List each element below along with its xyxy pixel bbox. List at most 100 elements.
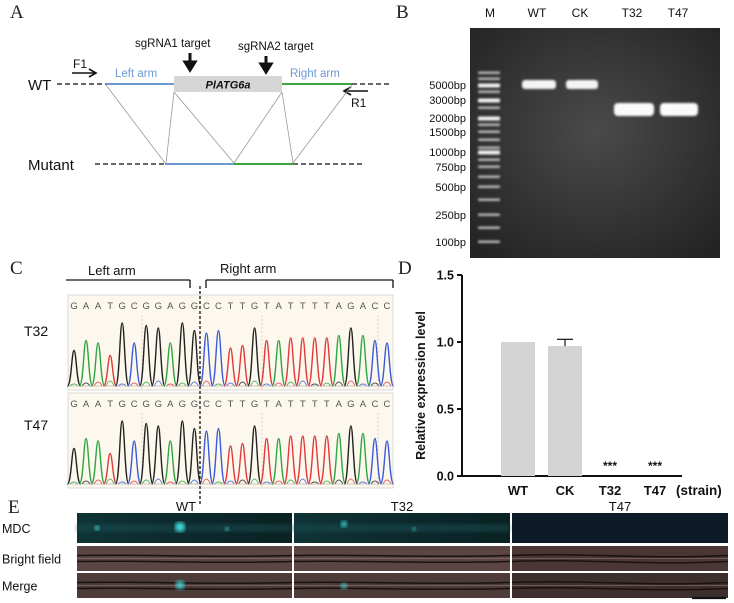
panel-e-letter: E <box>8 497 20 518</box>
chromatogram-peak <box>331 432 347 485</box>
chromatogram-peak <box>247 327 262 387</box>
chromatogram-peak <box>307 337 323 387</box>
chromatogram-peak <box>199 332 214 387</box>
base-call-letter: T <box>264 399 270 410</box>
chromatogram-peak <box>223 445 238 485</box>
base-call-letter: C <box>372 301 379 312</box>
chromatogram-peak <box>343 425 359 485</box>
base-call-letter: G <box>347 301 354 312</box>
y-tick-label: 0.0 <box>437 470 454 484</box>
band-ck <box>566 80 598 89</box>
chromatogram-peak <box>114 322 130 387</box>
base-call-letter: A <box>275 399 282 410</box>
ladder-band <box>478 116 500 121</box>
base-call-letter: A <box>83 301 90 312</box>
micrograph-tile <box>511 546 729 571</box>
panel-a-diagram: sgRNA1 target sgRNA2 target F1 WT PlATG6… <box>28 38 392 174</box>
base-call-letter: G <box>143 399 150 410</box>
gel-lane-label: M <box>485 6 495 20</box>
ladder-band <box>478 240 500 243</box>
base-call-letter: A <box>167 301 174 312</box>
chromatogram-peak <box>175 420 190 485</box>
gel-image <box>470 28 720 258</box>
micrograph-row-label: Merge <box>2 580 37 594</box>
base-call-letter: A <box>275 301 282 312</box>
base-call-letter: T <box>228 301 234 312</box>
ladder-size-label: 100bp <box>435 237 466 249</box>
micrograph-row-label: MDC <box>2 522 30 536</box>
x-axis-label: (strain) <box>676 483 722 498</box>
ladder-band <box>478 138 500 141</box>
y-tick-label: 1.5 <box>437 269 454 283</box>
base-call-letter: C <box>203 399 210 410</box>
ladder-size-label: 1500bp <box>429 127 466 139</box>
gel-lane-label: WT <box>528 6 547 20</box>
ladder-band <box>478 165 500 168</box>
ladder-band <box>478 71 500 74</box>
chromatogram-peak <box>102 354 118 387</box>
base-call-letter: T <box>107 301 113 312</box>
micrograph-row-label: Bright field <box>2 553 61 567</box>
x-tick-label: T47 <box>644 483 666 498</box>
chromatogram-peak <box>138 324 154 387</box>
chromatogram-right-arm-label: Right arm <box>220 261 276 276</box>
base-call-letter: G <box>143 301 150 312</box>
trace-label-t47: T47 <box>24 417 48 433</box>
ladder-size-label: 1000bp <box>429 147 466 159</box>
chromatogram-peak <box>150 425 166 485</box>
chromatogram-peak <box>138 422 154 485</box>
sgrna2-arrow-icon <box>258 56 274 75</box>
fluorescent-spot <box>225 527 229 531</box>
ladder-size-label: 5000bp <box>429 80 466 92</box>
panel-a-letter: A <box>10 2 24 23</box>
micrograph-tile <box>512 513 728 543</box>
chromatogram-peak <box>283 337 298 387</box>
ladder-band <box>478 123 500 126</box>
panel-d-letter: D <box>398 258 412 279</box>
primer-f1-label: F1 <box>73 57 87 71</box>
mutant-row-label: Mutant <box>28 157 75 174</box>
panel-b-gel: M WT CK T32 T47 5000bp 3000bp 2000bp 1500bp 1000… <box>429 6 720 258</box>
micrograph-tile <box>511 573 729 598</box>
gel-lane-label: T47 <box>668 6 689 20</box>
chromatogram-peak <box>355 334 371 387</box>
base-call-letter: C <box>372 399 379 410</box>
gene-box <box>174 76 282 92</box>
chromatogram-peak <box>283 435 298 485</box>
micrograph-tile <box>293 546 511 571</box>
band-wt <box>522 80 556 89</box>
ladder-band <box>478 158 500 161</box>
panel-b-letter: B <box>396 2 409 23</box>
ladder-size-label: 250bp <box>435 210 466 222</box>
chromatogram-peak <box>199 430 214 485</box>
base-call-letter: T <box>324 399 330 410</box>
ladder-size-label: 500bp <box>435 182 466 194</box>
sgrna1-label: sgRNA1 target <box>135 38 211 50</box>
micrograph-column-label: T47 <box>609 500 631 514</box>
base-call-letter: A <box>360 399 367 410</box>
y-axis-label: Relative expression level <box>414 311 428 460</box>
base-call-letter: G <box>70 399 77 410</box>
y-tick-label: 0.5 <box>437 403 454 417</box>
chromatogram-peak <box>259 437 274 485</box>
bar <box>548 346 582 476</box>
chromatogram-peak <box>187 427 202 485</box>
chromatogram-peak <box>367 339 383 387</box>
chromatogram-peak <box>235 344 250 387</box>
recombination-lines <box>105 84 353 164</box>
ladder-band <box>478 175 500 178</box>
x-tick-label: CK <box>556 483 575 498</box>
base-call-letter: T <box>300 399 306 410</box>
base-call-letter: C <box>215 301 222 312</box>
x-tick-label: T32 <box>599 483 621 498</box>
chromatogram-peak <box>343 327 359 387</box>
base-call-letter: T <box>300 301 306 312</box>
chromatogram-peak <box>66 447 82 485</box>
fluorescent-spot <box>341 583 347 589</box>
base-call-letter: G <box>191 399 198 410</box>
base-call-letter: A <box>95 301 102 312</box>
panel-d-bar-chart: 0.0 0.5 1.0 1.5 Relative expression level WT C… <box>414 269 722 499</box>
micrograph-column-label: T32 <box>391 500 413 514</box>
